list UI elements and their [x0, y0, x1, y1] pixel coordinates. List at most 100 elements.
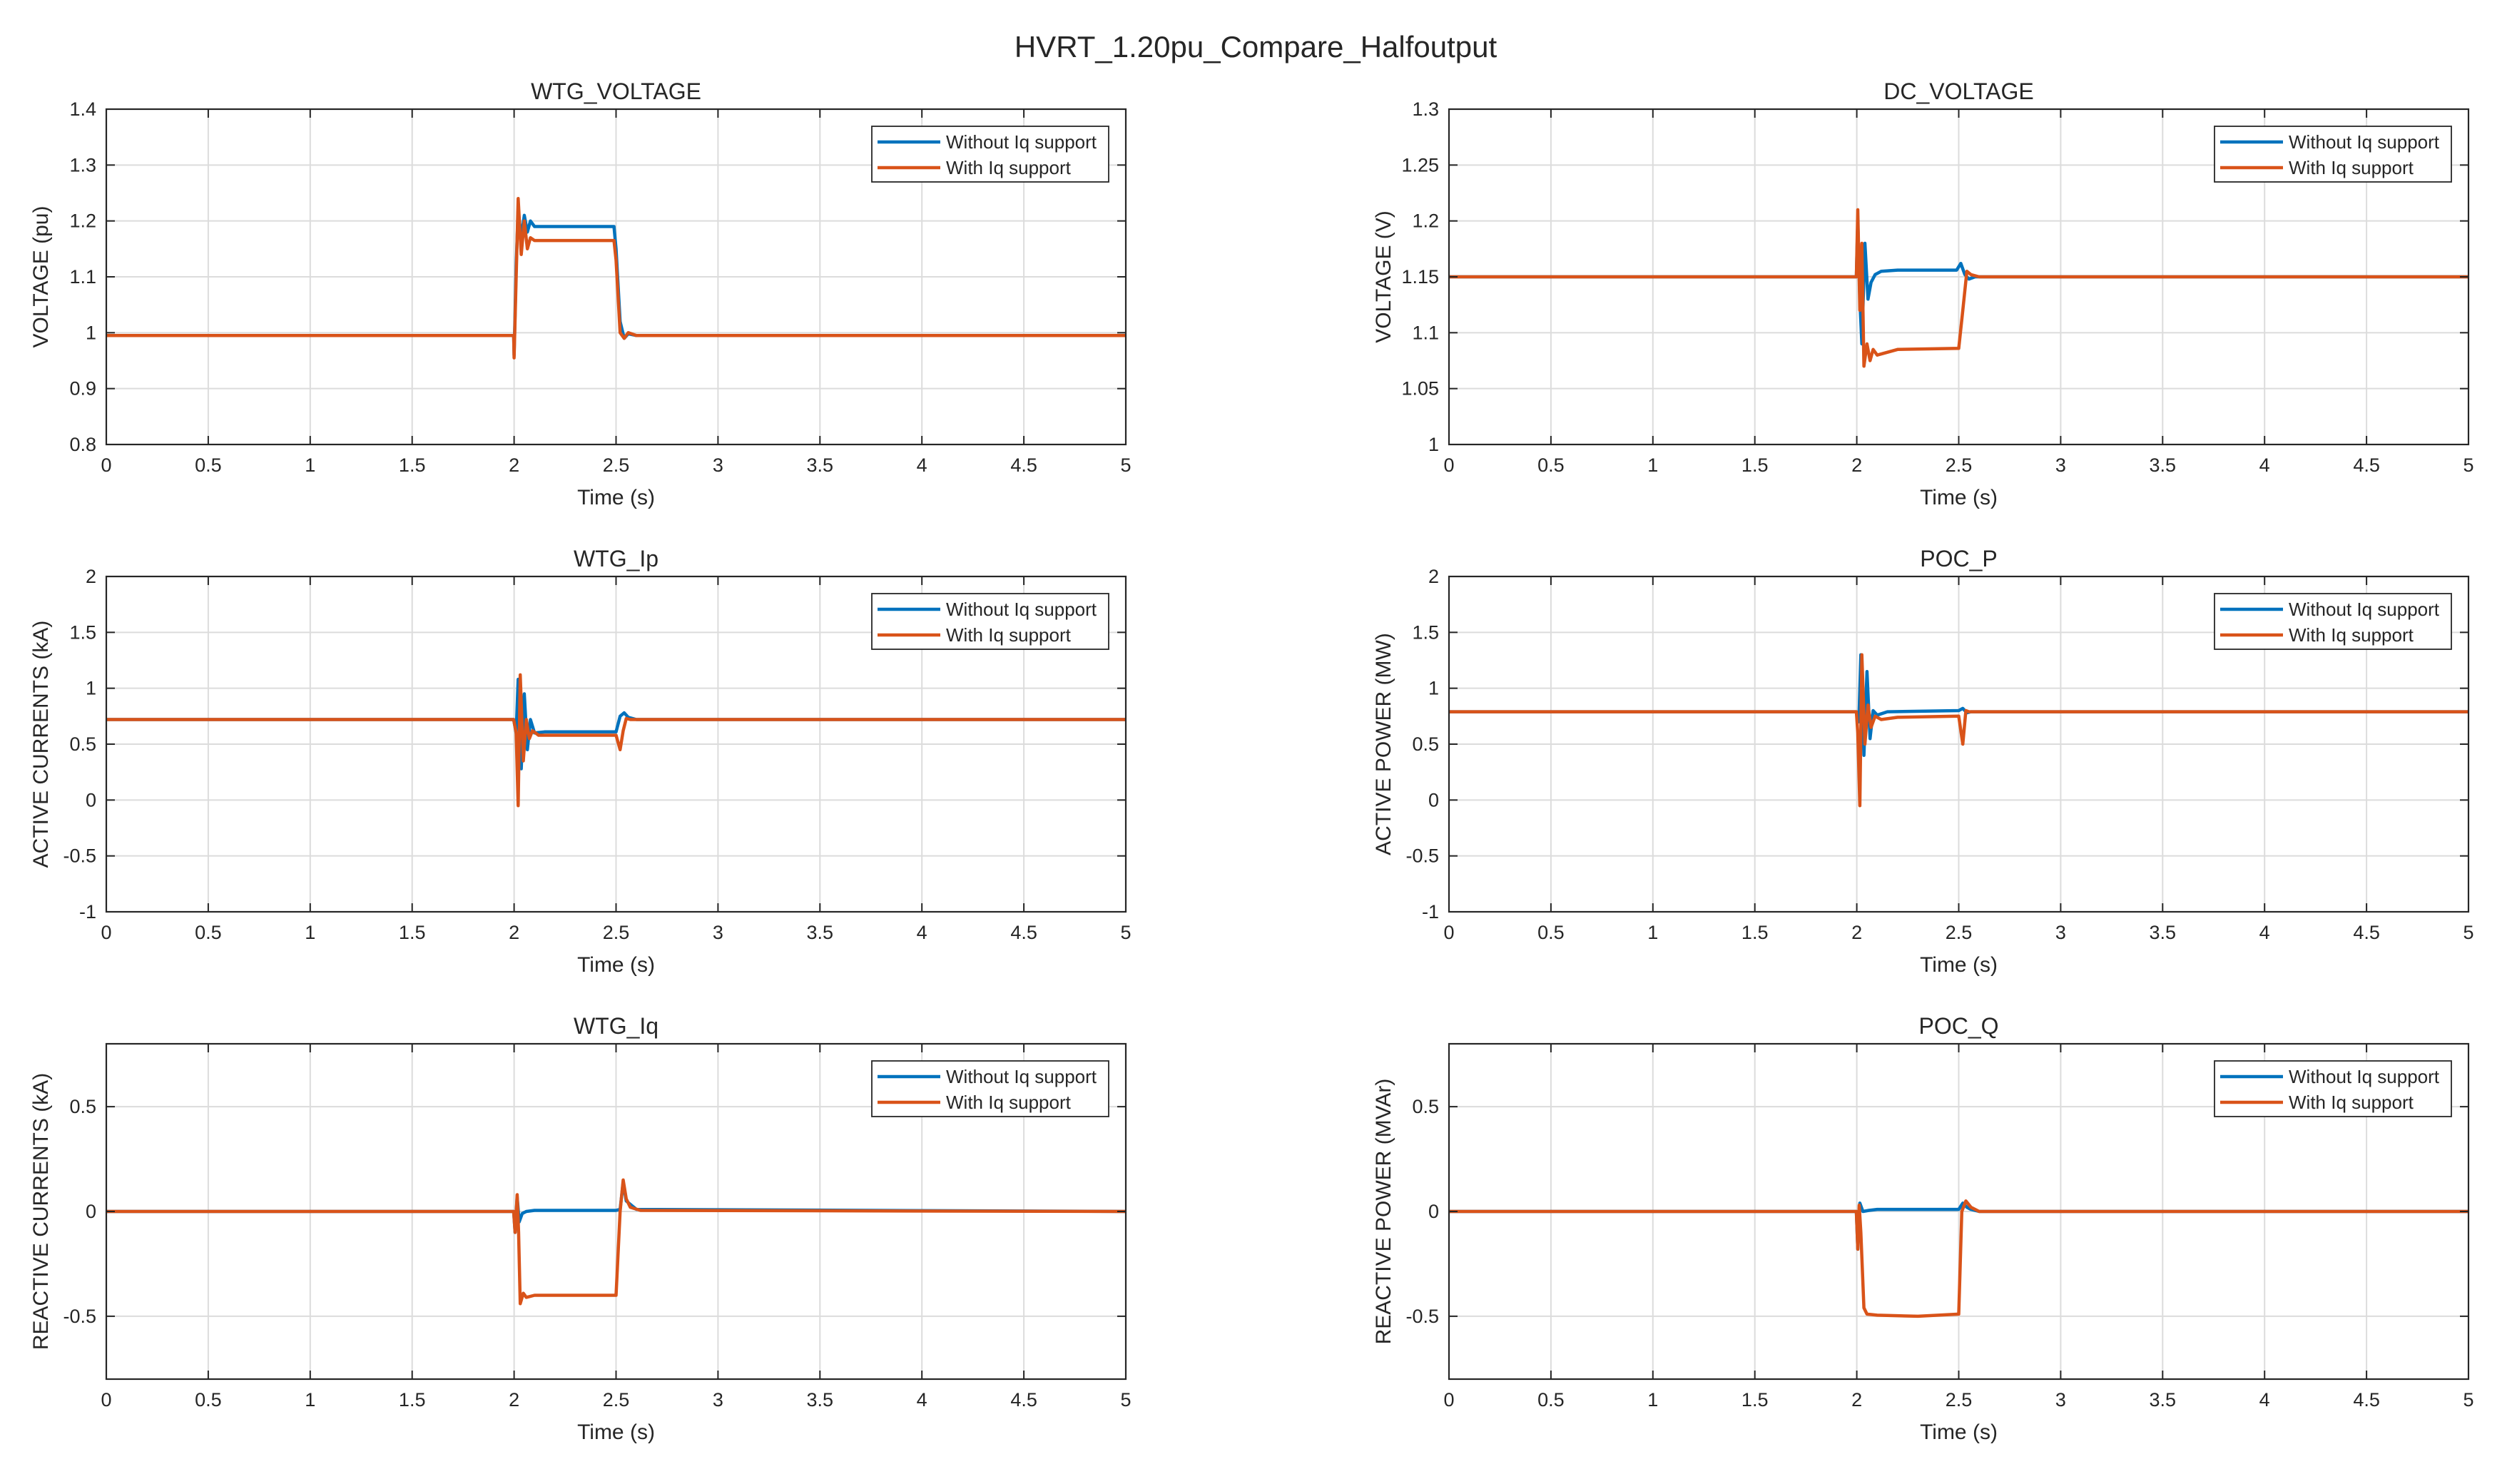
x-tick-label: 5: [1120, 454, 1131, 476]
x-tick-label: 2: [509, 454, 519, 476]
x-tick-label: 4: [2259, 922, 2270, 943]
x-tick-label: 2: [509, 1389, 519, 1411]
x-tick-label: 0: [101, 922, 111, 943]
x-tick-label: 1: [305, 922, 315, 943]
x-tick-label: 0: [1443, 454, 1454, 476]
x-tick-label: 0.5: [195, 922, 222, 943]
x-tick-label: 4.5: [2353, 1389, 2380, 1411]
x-tick-label: 5: [2463, 454, 2473, 476]
y-axis-label: ACTIVE CURRENTS (kA): [29, 621, 53, 868]
x-tick-label: 2.5: [1946, 1389, 1973, 1411]
x-tick-label: 0.5: [195, 1389, 222, 1411]
y-tick-label: 1: [1428, 434, 1439, 455]
x-tick-label: 3.5: [2150, 1389, 2177, 1411]
legend-label: With Iq support: [2289, 624, 2414, 646]
x-axis-label: Time (s): [1920, 1421, 1998, 1444]
y-tick-label: 1.1: [1412, 322, 1439, 343]
series-line-without-iq-support: [106, 677, 1126, 771]
x-tick-label: 3: [2055, 454, 2066, 476]
x-tick-label: 5: [2463, 1389, 2473, 1411]
x-tick-label: 2: [509, 922, 519, 943]
y-tick-label: 1.3: [1412, 98, 1439, 120]
subplot-wtg-iq: 0 0.5 1 1.5 2 2.5 3 3.5 4 4.5 5 -0.5 0 0.5 WTG_Iq Time …: [29, 1013, 1132, 1444]
legend-label: Without Iq support: [2289, 131, 2440, 153]
y-tick-label: -0.5: [1405, 1306, 1439, 1327]
x-tick-label: 3: [713, 454, 723, 476]
legend: Without Iq support With Iq support: [871, 126, 1109, 183]
legend-box: [2214, 1060, 2452, 1117]
x-tick-label: 1: [1647, 454, 1658, 476]
axes-title: POC_Q: [1918, 1013, 1998, 1039]
y-tick-label: 1.4: [69, 98, 96, 120]
y-tick-label: 0.9: [69, 378, 96, 400]
y-tick-label: 1.5: [69, 621, 96, 643]
x-tick-label: 0.5: [1537, 922, 1565, 943]
x-tick-label: 0: [101, 454, 111, 476]
x-tick-label: 2.5: [1946, 922, 1973, 943]
x-tick-label: 1.5: [399, 454, 426, 476]
y-tick-label: 0: [1428, 1201, 1439, 1222]
legend-label: Without Iq support: [946, 1066, 1097, 1087]
x-tick-label: 1: [305, 454, 315, 476]
x-tick-label: 2: [1851, 922, 1862, 943]
x-axis-label: Time (s): [1920, 953, 1998, 977]
y-tick-label: 0.5: [69, 733, 96, 755]
x-tick-label: 4: [917, 454, 927, 476]
x-tick-label: 5: [1120, 922, 1131, 943]
legend-label: Without Iq support: [2289, 599, 2440, 620]
legend: Without Iq support With Iq support: [871, 593, 1109, 650]
y-tick-label: 0.8: [69, 434, 96, 455]
legend-label: With Iq support: [946, 1092, 1072, 1113]
legend-label: Without Iq support: [946, 131, 1097, 153]
x-tick-label: 0: [101, 1389, 111, 1411]
series-line-with-iq-support: [106, 197, 1126, 360]
x-tick-label: 2: [1851, 454, 1862, 476]
series-line-with-iq-support: [1449, 653, 2468, 808]
x-tick-label: 3: [713, 1389, 723, 1411]
x-tick-label: 4.5: [1010, 1389, 1037, 1411]
x-tick-label: 1.5: [399, 1389, 426, 1411]
legend-box: [2214, 126, 2452, 183]
x-tick-label: 3.5: [807, 922, 834, 943]
y-axis-label: VOLTAGE (V): [1372, 210, 1395, 343]
series-line-with-iq-support: [1449, 208, 2468, 368]
x-tick-label: 3.5: [2150, 454, 2177, 476]
y-axis-label: REACTIVE CURRENTS (kA): [29, 1073, 53, 1350]
x-tick-label: 4: [917, 922, 927, 943]
y-tick-label: 0: [86, 1201, 96, 1222]
y-tick-label: 1.1: [69, 266, 96, 288]
x-tick-label: 2.5: [603, 454, 630, 476]
legend: Without Iq support With Iq support: [2214, 1060, 2452, 1117]
x-tick-label: 4.5: [2353, 454, 2380, 476]
y-tick-label: 0.5: [1412, 733, 1439, 755]
axes-title: WTG_VOLTAGE: [531, 78, 701, 104]
x-tick-label: 3.5: [2150, 922, 2177, 943]
x-tick-label: 5: [2463, 922, 2473, 943]
legend: Without Iq support With Iq support: [871, 1060, 1109, 1117]
y-axis-label: ACTIVE POWER (MW): [1372, 633, 1395, 855]
x-tick-label: 4.5: [2353, 922, 2380, 943]
x-tick-label: 4: [2259, 1389, 2270, 1411]
y-tick-label: 2: [1428, 566, 1439, 587]
series-line-with-iq-support: [1449, 1199, 2468, 1318]
x-tick-label: 4.5: [1010, 922, 1037, 943]
x-tick-label: 0.5: [1537, 454, 1565, 476]
subplot-dc-voltage: 0 0.5 1 1.5 2 2.5 3 3.5 4 4.5 5 1 1.05 1.1 1.15 1.2 1.25…: [1372, 78, 2474, 509]
series-line-with-iq-support: [106, 1178, 1126, 1306]
legend-label: With Iq support: [2289, 1092, 2414, 1113]
y-tick-label: 0.5: [69, 1096, 96, 1117]
x-tick-label: 1.5: [399, 922, 426, 943]
x-tick-label: 2.5: [603, 922, 630, 943]
axes-title: POC_P: [1920, 546, 1997, 571]
x-tick-label: 4: [917, 1389, 927, 1411]
y-tick-label: 1.25: [1401, 154, 1439, 176]
x-axis-label: Time (s): [577, 486, 655, 509]
x-tick-label: 4: [2259, 454, 2270, 476]
x-tick-label: 5: [1120, 1389, 1131, 1411]
legend-box: [871, 126, 1109, 183]
x-tick-label: 1.5: [1741, 1389, 1769, 1411]
x-tick-label: 0.5: [1537, 1389, 1565, 1411]
y-tick-label: 1.2: [69, 210, 96, 232]
y-tick-label: -0.5: [63, 1306, 96, 1327]
